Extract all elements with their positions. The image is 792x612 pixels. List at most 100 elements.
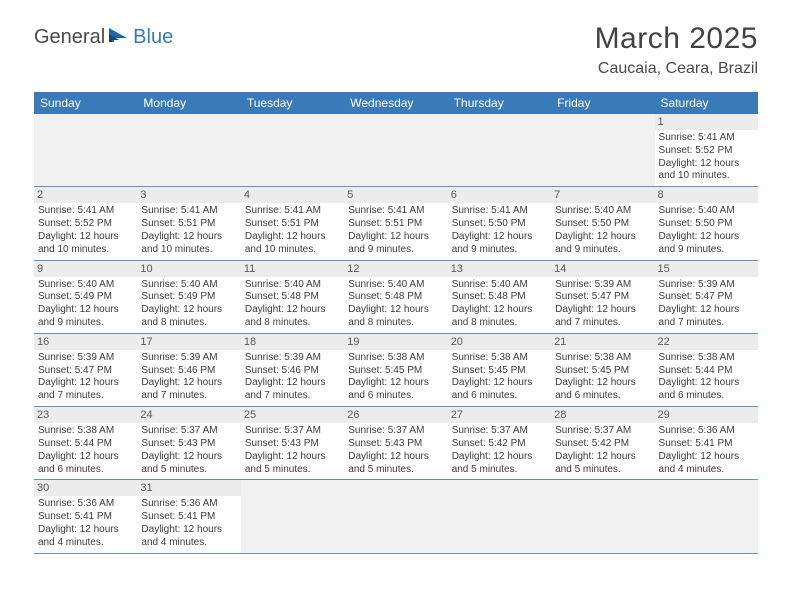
sunrise-line: Sunrise: 5:41 AM	[659, 132, 754, 145]
calendar-row: 2Sunrise: 5:41 AMSunset: 5:52 PMDaylight…	[34, 187, 758, 260]
sunset-line: Sunset: 5:45 PM	[555, 365, 650, 378]
calendar-row: 23Sunrise: 5:38 AMSunset: 5:44 PMDayligh…	[34, 407, 758, 480]
sunset-line: Sunset: 5:47 PM	[555, 291, 650, 304]
weekday-header: Saturday	[655, 92, 758, 114]
sunrise-line: Sunrise: 5:39 AM	[38, 352, 133, 365]
day-cell: 24 Sunrise: 5:37 AMSunset: 5:43 PMDayligh…	[137, 407, 240, 480]
logo-text-blue: Blue	[133, 26, 173, 49]
sunset-line: Sunset: 5:51 PM	[141, 218, 236, 231]
day-number: 27	[448, 407, 551, 423]
sunset-line: Sunset: 5:50 PM	[452, 218, 547, 231]
sunset-line: Sunset: 5:42 PM	[452, 438, 547, 451]
daylight-line: Daylight: 12 hours and 7 minutes.	[555, 304, 650, 330]
day-number: 10	[137, 261, 240, 277]
sunrise-line: Sunrise: 5:40 AM	[38, 279, 133, 292]
day-cell: 8Sunrise: 5:40 AMSunset: 5:50 PMDaylight…	[655, 187, 758, 260]
day-number: 21	[551, 334, 654, 350]
sunset-line: Sunset: 5:45 PM	[348, 365, 443, 378]
empty-cell	[137, 114, 240, 187]
sunrise-line: Sunrise: 5:41 AM	[38, 205, 133, 218]
day-number: 7	[551, 187, 654, 203]
calendar-row: 1Sunrise: 5:41 AMSunset: 5:52 PMDaylight…	[34, 114, 758, 187]
sunrise-line: Sunrise: 5:39 AM	[659, 279, 754, 292]
day-cell: 21Sunrise: 5:38 AMSunset: 5:45 PMDayligh…	[551, 333, 654, 406]
daylight-line: Daylight: 12 hours and 5 minutes.	[245, 451, 340, 477]
empty-cell	[241, 114, 344, 187]
empty-cell	[448, 480, 551, 553]
weekday-header: Friday	[551, 92, 654, 114]
sunset-line: Sunset: 5:46 PM	[245, 365, 340, 378]
day-number: 12	[344, 261, 447, 277]
day-number: 23	[34, 407, 137, 423]
day-number: 26	[344, 407, 447, 423]
day-number: 5	[344, 187, 447, 203]
sunrise-line: Sunrise: 5:39 AM	[141, 352, 236, 365]
header: General Blue March 2025 Caucaia, Ceara, …	[0, 0, 792, 86]
sunset-line: Sunset: 5:44 PM	[659, 365, 754, 378]
daylight-line: Daylight: 12 hours and 6 minutes.	[659, 377, 754, 403]
daylight-line: Daylight: 12 hours and 8 minutes.	[141, 304, 236, 330]
sunset-line: Sunset: 5:43 PM	[348, 438, 443, 451]
sunrise-line: Sunrise: 5:40 AM	[452, 279, 547, 292]
day-cell: 25Sunrise: 5:37 AMSunset: 5:43 PMDayligh…	[241, 407, 344, 480]
day-number: 20	[448, 334, 551, 350]
calendar-row: 9Sunrise: 5:40 AMSunset: 5:49 PMDaylight…	[34, 260, 758, 333]
calendar-row: 16Sunrise: 5:39 AMSunset: 5:47 PMDayligh…	[34, 333, 758, 406]
daylight-line: Daylight: 12 hours and 7 minutes.	[659, 304, 754, 330]
sunrise-line: Sunrise: 5:37 AM	[141, 425, 236, 438]
sunset-line: Sunset: 5:52 PM	[38, 218, 133, 231]
sunrise-line: Sunrise: 5:39 AM	[555, 279, 650, 292]
daylight-line: Daylight: 12 hours and 5 minutes.	[141, 451, 236, 477]
sunset-line: Sunset: 5:52 PM	[659, 145, 754, 158]
sunset-line: Sunset: 5:48 PM	[452, 291, 547, 304]
weekday-header: Wednesday	[344, 92, 447, 114]
flag-icon	[109, 26, 131, 49]
day-number: 13	[448, 261, 551, 277]
day-number: 30	[34, 480, 137, 496]
empty-cell	[344, 480, 447, 553]
weekday-header: Tuesday	[241, 92, 344, 114]
sunrise-line: Sunrise: 5:38 AM	[452, 352, 547, 365]
day-number: 4	[241, 187, 344, 203]
empty-cell	[344, 114, 447, 187]
daylight-line: Daylight: 12 hours and 6 minutes.	[555, 377, 650, 403]
calendar-table: SundayMondayTuesdayWednesdayThursdayFrid…	[34, 92, 758, 554]
sunrise-line: Sunrise: 5:40 AM	[659, 205, 754, 218]
day-number: 28	[551, 407, 654, 423]
day-number: 18	[241, 334, 344, 350]
sunrise-line: Sunrise: 5:36 AM	[141, 498, 236, 511]
calendar-body: 1Sunrise: 5:41 AMSunset: 5:52 PMDaylight…	[34, 114, 758, 553]
day-cell: 26Sunrise: 5:37 AMSunset: 5:43 PMDayligh…	[344, 407, 447, 480]
daylight-line: Daylight: 12 hours and 6 minutes.	[348, 377, 443, 403]
sunrise-line: Sunrise: 5:39 AM	[245, 352, 340, 365]
sunset-line: Sunset: 5:43 PM	[141, 438, 236, 451]
sunrise-line: Sunrise: 5:36 AM	[38, 498, 133, 511]
daylight-line: Daylight: 12 hours and 4 minutes.	[38, 524, 133, 550]
day-number: 6	[448, 187, 551, 203]
calendar-head: SundayMondayTuesdayWednesdayThursdayFrid…	[34, 92, 758, 114]
weekday-header: Thursday	[448, 92, 551, 114]
day-number: 11	[241, 261, 344, 277]
day-cell: 17Sunrise: 5:39 AMSunset: 5:46 PMDayligh…	[137, 333, 240, 406]
sunset-line: Sunset: 5:44 PM	[38, 438, 133, 451]
day-cell: 1Sunrise: 5:41 AMSunset: 5:52 PMDaylight…	[655, 114, 758, 187]
daylight-line: Daylight: 12 hours and 7 minutes.	[38, 377, 133, 403]
day-cell: 27Sunrise: 5:37 AMSunset: 5:42 PMDayligh…	[448, 407, 551, 480]
sunrise-line: Sunrise: 5:41 AM	[245, 205, 340, 218]
sunrise-line: Sunrise: 5:38 AM	[659, 352, 754, 365]
day-cell: 9Sunrise: 5:40 AMSunset: 5:49 PMDaylight…	[34, 260, 137, 333]
day-number: 24	[137, 407, 240, 423]
day-number: 9	[34, 261, 137, 277]
logo: General Blue	[34, 22, 173, 49]
location-text: Caucaia, Ceara, Brazil	[595, 60, 758, 78]
daylight-line: Daylight: 12 hours and 9 minutes.	[659, 231, 754, 257]
sunset-line: Sunset: 5:50 PM	[659, 218, 754, 231]
day-cell: 23Sunrise: 5:38 AMSunset: 5:44 PMDayligh…	[34, 407, 137, 480]
sunrise-line: Sunrise: 5:36 AM	[659, 425, 754, 438]
sunrise-line: Sunrise: 5:40 AM	[348, 279, 443, 292]
day-number: 22	[655, 334, 758, 350]
daylight-line: Daylight: 12 hours and 8 minutes.	[452, 304, 547, 330]
day-cell: 7Sunrise: 5:40 AMSunset: 5:50 PMDaylight…	[551, 187, 654, 260]
sunrise-line: Sunrise: 5:37 AM	[555, 425, 650, 438]
daylight-line: Daylight: 12 hours and 5 minutes.	[452, 451, 547, 477]
